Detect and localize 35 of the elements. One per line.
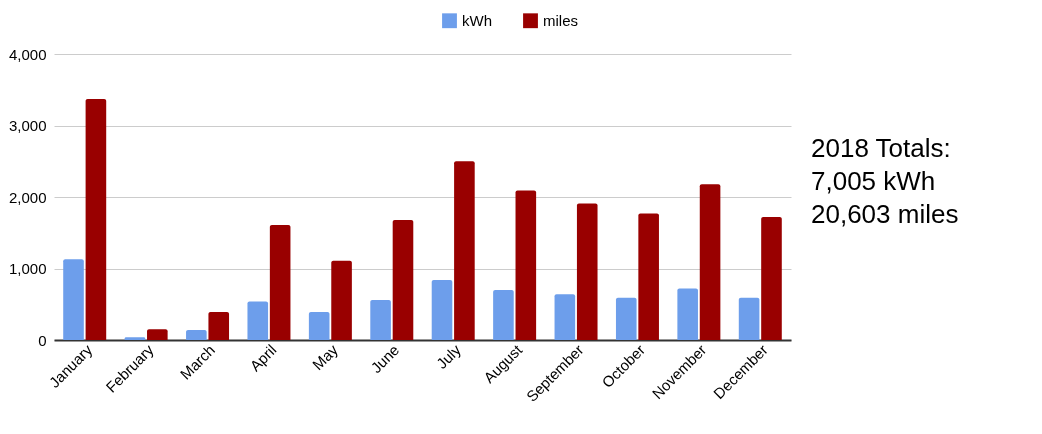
bar <box>370 299 391 340</box>
bar <box>308 312 330 340</box>
y-tick-label: 0 <box>38 331 47 349</box>
bar <box>147 329 168 340</box>
bar <box>493 289 514 340</box>
bar <box>738 297 760 340</box>
bar <box>554 294 576 340</box>
bar <box>677 288 698 340</box>
bar <box>576 203 598 340</box>
text: 20,603 miles <box>811 199 959 229</box>
legend-label: miles <box>543 11 579 29</box>
text: 2018 Totals: <box>811 133 951 163</box>
bar <box>331 260 352 340</box>
bar <box>761 217 782 340</box>
bar <box>85 99 107 340</box>
text: 7,005 kWh <box>811 166 936 196</box>
bar <box>208 312 230 340</box>
bar <box>638 213 659 340</box>
bar <box>615 297 637 340</box>
bar <box>269 224 291 340</box>
y-tick-label: 1,000 <box>8 260 47 277</box>
legend-label: kWh <box>462 11 492 29</box>
bar <box>431 279 453 340</box>
y-tick-label: 3,000 <box>8 117 47 134</box>
bar <box>63 259 84 340</box>
bar <box>392 219 414 340</box>
x-tick-label: May <box>308 340 342 374</box>
bar <box>186 329 207 340</box>
bar <box>247 301 269 340</box>
bar <box>515 190 537 340</box>
y-tick-label: 2,000 <box>8 188 47 206</box>
y-tick-label: 4,000 <box>8 45 47 63</box>
x-tick-label: July <box>432 340 465 372</box>
bar <box>454 161 475 340</box>
bar <box>699 184 721 340</box>
